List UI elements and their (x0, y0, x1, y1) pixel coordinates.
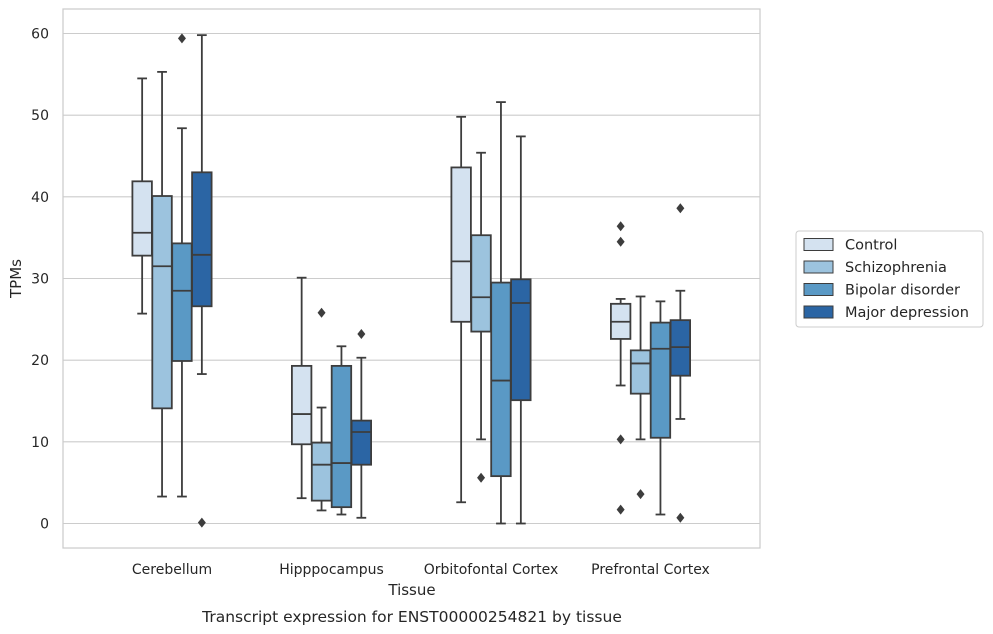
y-tick-label: 60 (31, 27, 49, 43)
box-iqr (131, 180, 153, 257)
box-schizophrenia (470, 151, 492, 483)
legend-swatch (803, 305, 834, 319)
box-iqr (171, 242, 193, 362)
y-axis: 0 10 20 30 40 50 60 (31, 27, 49, 533)
y-axis-label: TPMs (7, 259, 25, 299)
box-iqr (629, 349, 652, 395)
y-tick-label: 10 (31, 435, 49, 451)
legend-swatch (803, 283, 834, 296)
outlier-point (636, 489, 645, 500)
outlier-point (317, 307, 326, 318)
outlier-point (616, 434, 625, 445)
box-control (450, 115, 472, 504)
box-control (131, 77, 153, 315)
box-bipolar-disorder (171, 33, 193, 498)
box-iqr (510, 278, 532, 402)
x-axis: Cerebellum Hipppocampus Orbitofontal Corte… (132, 562, 710, 578)
x-tick-label: Orbitofontal Cortex (424, 562, 559, 578)
y-tick-label: 0 (40, 517, 49, 533)
box-bipolar-disorder (490, 101, 512, 525)
plot-frame (62, 8, 761, 549)
box-major-depression (510, 135, 532, 525)
box-iqr (490, 281, 512, 478)
outlier-point (197, 517, 206, 528)
box-major-depression (350, 329, 373, 519)
box-iqr (310, 441, 333, 502)
legend-frame (795, 230, 984, 328)
y-tick-label: 20 (31, 353, 49, 369)
box-schizophrenia (151, 70, 173, 498)
legend-swatch (803, 238, 834, 251)
legend-label: Control (845, 238, 897, 254)
box-bipolar-disorder (649, 300, 672, 516)
box-iqr (191, 171, 213, 308)
box-iqr (350, 419, 373, 466)
box-major-depression (669, 203, 691, 523)
outlier-point (177, 33, 186, 44)
box-bipolar-disorder (330, 345, 353, 516)
box-iqr (151, 195, 173, 410)
outlier-point (676, 203, 685, 214)
legend-label: Major depression (845, 305, 969, 321)
y-tick-label: 40 (31, 190, 49, 206)
x-tick-label: Cerebellum (132, 562, 212, 578)
x-axis-label: Tissue (387, 581, 435, 599)
box-schizophrenia (629, 295, 652, 500)
y-tick-label: 30 (31, 272, 49, 288)
legend-label: Schizophrenia (845, 260, 947, 276)
box-iqr (470, 234, 492, 333)
box-iqr (330, 364, 353, 509)
outlier-point (676, 512, 685, 523)
legend-swatch (803, 260, 834, 274)
box-major-depression (191, 34, 213, 528)
legend: Control Schizophrenia Bipolar disorder Majo… (795, 230, 984, 328)
outlier-point (357, 329, 366, 340)
outlier-point (616, 504, 625, 515)
y-tick-label: 50 (31, 108, 49, 124)
outlier-point (616, 236, 625, 247)
box-iqr (649, 321, 672, 439)
outlier-point (616, 221, 625, 232)
outlier-point (477, 472, 486, 483)
box-iqr (290, 364, 313, 446)
chart-caption: Transcript expression for ENST0000025482… (201, 608, 622, 626)
legend-label: Bipolar disorder (845, 283, 960, 299)
x-tick-label: Hipppocampus (279, 562, 384, 578)
box-control (290, 276, 313, 500)
box-iqr (450, 166, 472, 323)
box-schizophrenia (310, 307, 333, 512)
box-control (610, 221, 632, 515)
x-tick-label: Prefrontal Cortex (591, 562, 710, 578)
box-groups (131, 33, 691, 528)
